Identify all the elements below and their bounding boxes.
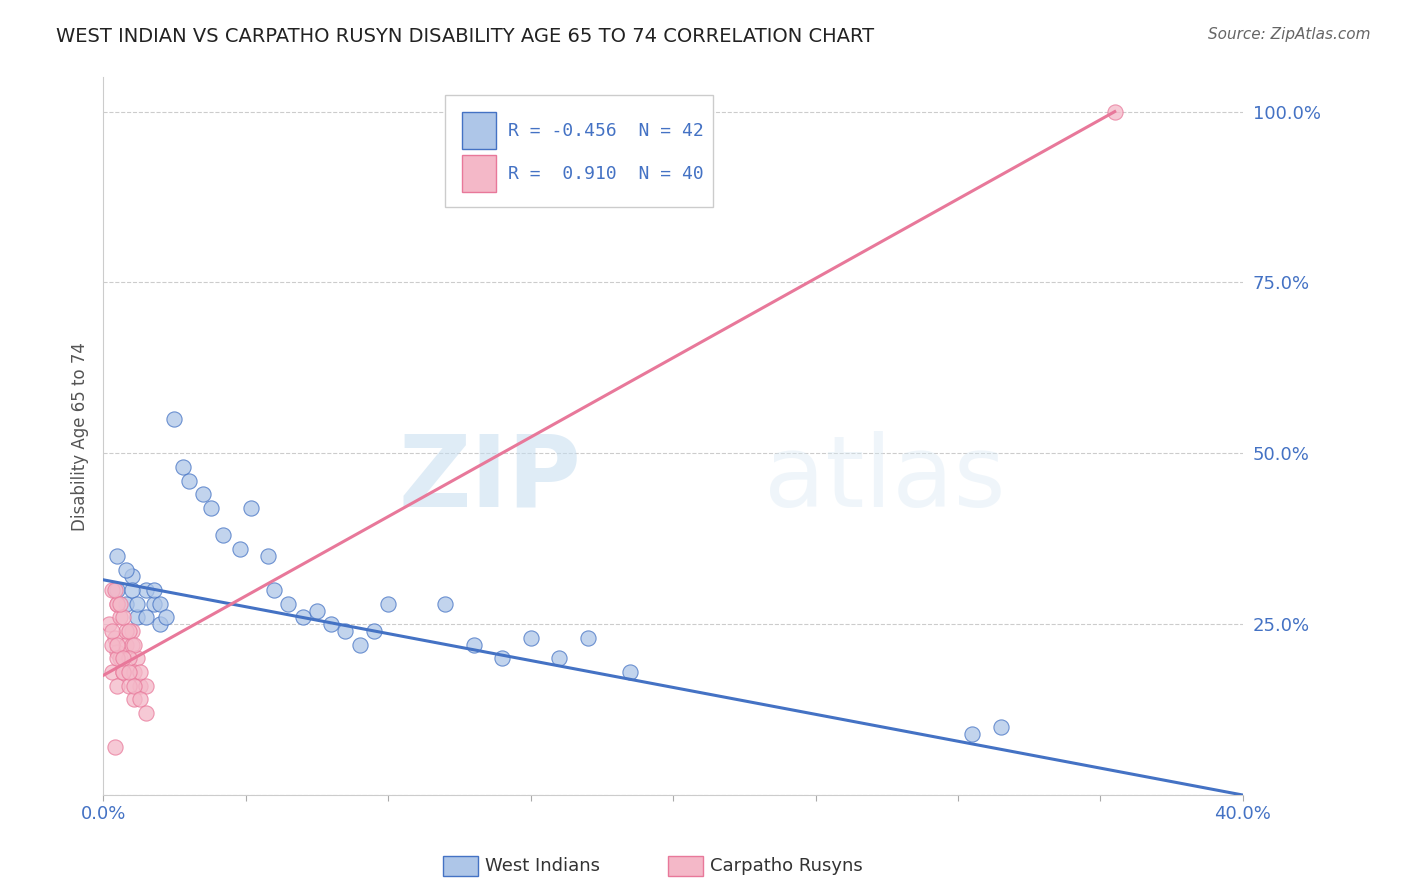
Point bbox=[363, 624, 385, 638]
Point bbox=[124, 679, 146, 693]
Point bbox=[115, 562, 138, 576]
FancyBboxPatch shape bbox=[446, 95, 713, 207]
Point bbox=[143, 597, 166, 611]
Point bbox=[135, 610, 157, 624]
Y-axis label: Disability Age 65 to 74: Disability Age 65 to 74 bbox=[72, 342, 89, 531]
Point bbox=[191, 487, 214, 501]
Point bbox=[121, 582, 143, 597]
FancyBboxPatch shape bbox=[463, 155, 496, 193]
Point bbox=[100, 638, 122, 652]
Point bbox=[97, 617, 120, 632]
Point bbox=[100, 582, 122, 597]
Point bbox=[127, 610, 149, 624]
Point bbox=[105, 597, 128, 611]
Point bbox=[115, 597, 138, 611]
Point bbox=[305, 603, 328, 617]
Point bbox=[118, 651, 141, 665]
Text: Source: ZipAtlas.com: Source: ZipAtlas.com bbox=[1208, 27, 1371, 42]
Point bbox=[149, 597, 172, 611]
Point bbox=[149, 617, 172, 632]
Point bbox=[115, 624, 138, 638]
Point bbox=[177, 474, 200, 488]
Point bbox=[172, 460, 194, 475]
Point bbox=[105, 597, 128, 611]
Point bbox=[434, 597, 457, 611]
Point bbox=[118, 679, 141, 693]
Point bbox=[112, 610, 135, 624]
Point bbox=[548, 651, 571, 665]
Point bbox=[135, 706, 157, 720]
Point bbox=[115, 638, 138, 652]
Point bbox=[519, 631, 541, 645]
Point bbox=[105, 651, 128, 665]
Point bbox=[135, 582, 157, 597]
Point bbox=[124, 638, 146, 652]
Text: atlas: atlas bbox=[765, 431, 1005, 528]
Point bbox=[105, 638, 128, 652]
Point bbox=[163, 412, 186, 426]
Point bbox=[229, 541, 252, 556]
FancyBboxPatch shape bbox=[463, 112, 496, 149]
Text: Carpatho Rusyns: Carpatho Rusyns bbox=[710, 857, 863, 875]
Point bbox=[211, 528, 233, 542]
Point bbox=[103, 582, 125, 597]
Point bbox=[127, 597, 149, 611]
Point bbox=[155, 610, 177, 624]
Point bbox=[105, 582, 128, 597]
Point bbox=[121, 624, 143, 638]
Point bbox=[110, 651, 132, 665]
Point bbox=[121, 638, 143, 652]
Point bbox=[118, 624, 141, 638]
Point bbox=[263, 582, 285, 597]
Point bbox=[121, 569, 143, 583]
Point bbox=[619, 665, 641, 679]
Point bbox=[103, 740, 125, 755]
Point bbox=[135, 679, 157, 693]
Point bbox=[240, 501, 263, 516]
Point bbox=[129, 679, 152, 693]
Point bbox=[124, 692, 146, 706]
Point bbox=[962, 726, 984, 740]
Point bbox=[112, 665, 135, 679]
Point bbox=[100, 665, 122, 679]
Point bbox=[257, 549, 280, 563]
Point bbox=[463, 638, 485, 652]
Text: ZIP: ZIP bbox=[399, 431, 582, 528]
Point bbox=[100, 624, 122, 638]
Point bbox=[377, 597, 399, 611]
Text: R =  0.910  N = 40: R = 0.910 N = 40 bbox=[508, 165, 703, 183]
Point bbox=[110, 610, 132, 624]
Point bbox=[576, 631, 599, 645]
Point bbox=[129, 692, 152, 706]
Point bbox=[124, 665, 146, 679]
Point bbox=[105, 679, 128, 693]
Point bbox=[143, 582, 166, 597]
Point bbox=[491, 651, 513, 665]
Text: West Indians: West Indians bbox=[485, 857, 600, 875]
Point bbox=[200, 501, 222, 516]
Point bbox=[349, 638, 371, 652]
Point bbox=[103, 631, 125, 645]
Point bbox=[990, 720, 1012, 734]
Point bbox=[105, 549, 128, 563]
Point bbox=[112, 665, 135, 679]
Text: R = -0.456  N = 42: R = -0.456 N = 42 bbox=[508, 121, 703, 139]
Point bbox=[319, 617, 342, 632]
Point bbox=[291, 610, 314, 624]
Point bbox=[335, 624, 357, 638]
Point bbox=[118, 665, 141, 679]
Point bbox=[105, 644, 128, 658]
Text: WEST INDIAN VS CARPATHO RUSYN DISABILITY AGE 65 TO 74 CORRELATION CHART: WEST INDIAN VS CARPATHO RUSYN DISABILITY… bbox=[56, 27, 875, 45]
Point bbox=[110, 597, 132, 611]
Point bbox=[112, 651, 135, 665]
Point bbox=[127, 651, 149, 665]
Point bbox=[1104, 104, 1126, 119]
Point bbox=[129, 665, 152, 679]
Point bbox=[277, 597, 299, 611]
